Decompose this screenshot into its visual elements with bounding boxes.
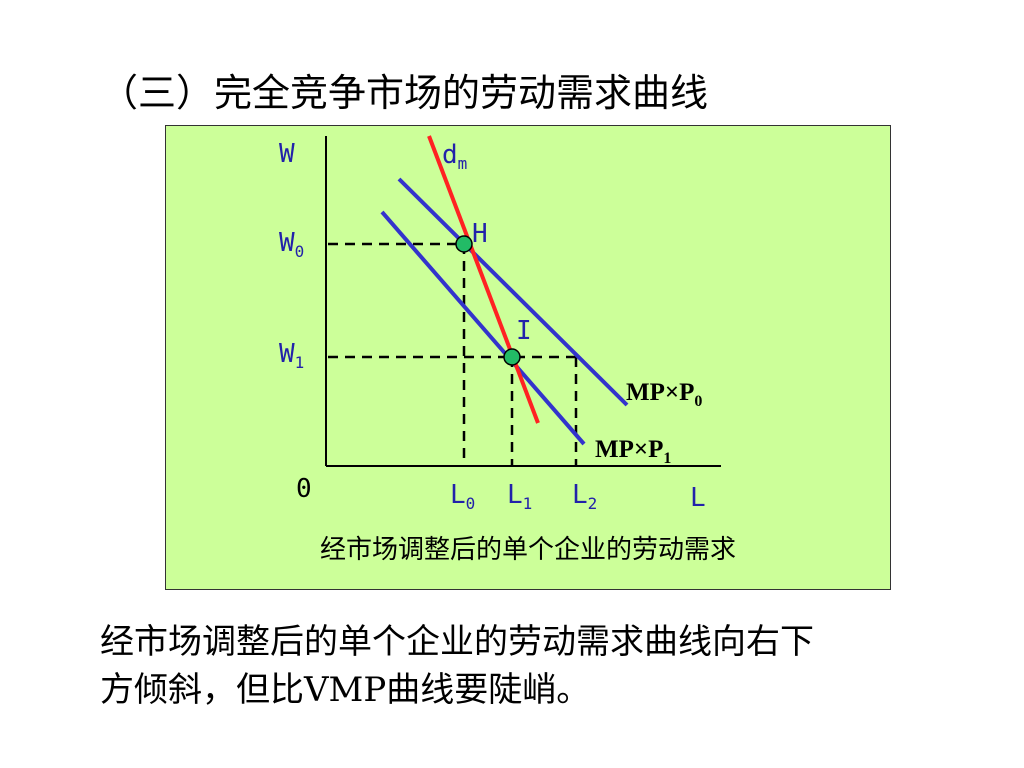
labor-demand-diagram: W 0 L W0 W1 L0 L1 L2 H I dm MP×P0 MP×P1 … [165,125,891,590]
mp-p1-curve [380,210,586,446]
y-axis-label: W [279,139,295,169]
l0-label: L0 [450,480,475,513]
mp-p0-curve [397,177,629,407]
w1-label: W1 [279,339,304,372]
conclusion-text: 经市场调整后的单个企业的劳动需求曲线向右下 方倾斜，但比VMP曲线要陡峭。 [100,618,960,714]
origin-label: 0 [296,474,312,504]
point-h-label: H [472,219,488,249]
point-h-marker [455,235,473,253]
point-i-marker [503,348,521,366]
mp-p1-curve-label: MP×P1 [595,436,671,467]
slide-title: （三）完全竞争市场的劳动需求曲线 [100,71,709,115]
dashed-guides [328,242,578,466]
conclusion-line-2: 方倾斜，但比VMP曲线要陡峭。 [100,670,591,710]
dm-curve [427,135,540,424]
l2-label: L2 [572,480,597,513]
diagram-caption: 经市场调整后的单个企业的劳动需求 [319,535,736,565]
w0-label: W0 [279,228,304,261]
mp-p0-curve-label: MP×P0 [626,379,702,410]
diagram-svg: W 0 L W0 W1 L0 L1 L2 H I dm MP×P0 MP×P1 [279,135,721,513]
point-i-label: I [516,316,532,346]
l1-label: L1 [507,480,532,513]
dm-curve-label: dm [442,140,467,173]
x-axis-label: L [690,483,706,513]
conclusion-line-1: 经市场调整后的单个企业的劳动需求曲线向右下 [100,622,814,662]
